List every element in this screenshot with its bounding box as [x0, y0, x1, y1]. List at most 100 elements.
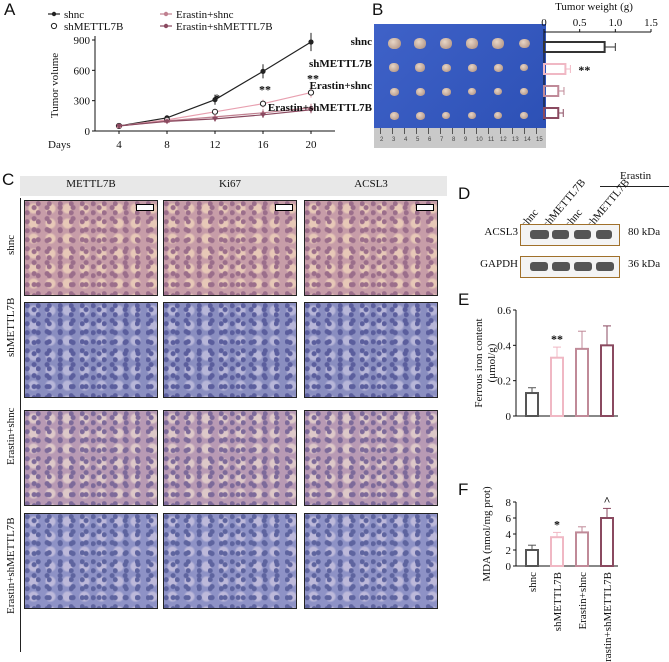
weight-bar: [543, 41, 606, 53]
tumor-row-label: shMETTL7B: [309, 58, 372, 70]
data-bar: [600, 344, 614, 417]
significance-label: **: [578, 63, 590, 77]
blot-frame: [520, 224, 620, 246]
significance-label: *: [214, 91, 220, 105]
tumor-specimen: [415, 63, 425, 72]
ihc-image-tile: [163, 200, 297, 296]
ruler-tick: [476, 128, 477, 134]
weight-bar: [543, 107, 560, 119]
x-tick-label: shnc: [527, 572, 539, 592]
data-point: [260, 112, 266, 118]
data-point: [211, 108, 219, 115]
tumor-specimen: [494, 88, 502, 96]
tumor-specimen: [492, 38, 504, 49]
blot-band: [574, 230, 591, 239]
tumor-specimen: [415, 111, 425, 120]
y-tick-label: 300: [74, 96, 91, 108]
blot-band: [596, 230, 612, 239]
y-tick-label: 900: [74, 35, 91, 47]
ruler-number: 3: [392, 137, 396, 143]
tumor-row-label: shnc: [350, 36, 372, 48]
tumor-specimen: [520, 64, 528, 72]
ruler-number: 6: [428, 137, 432, 143]
ruler-number: 15: [536, 137, 543, 143]
panel-label-e: E: [458, 290, 470, 309]
ihc-image-tile: [24, 410, 158, 506]
ruler-number: 13: [512, 137, 519, 143]
ihc-image-tile: [163, 302, 297, 398]
ruler-tick: [488, 128, 489, 134]
band-size: 36 kDa: [628, 258, 661, 270]
tumor-row-label: Erastin+shMETTL7B: [267, 102, 372, 114]
data-bar: [525, 392, 539, 417]
ihc-image-tile: [163, 513, 297, 609]
ihc-image-tile: [24, 200, 158, 296]
ruler-number: 11: [488, 137, 495, 143]
tumor-specimen: [389, 111, 399, 120]
ihc-image-tile: [24, 513, 158, 609]
tumor-specimen: [520, 88, 528, 96]
ihc-image-tile: [304, 302, 438, 398]
x-tick-label: 16: [258, 139, 270, 151]
legend-label: shMETTL7B: [64, 21, 123, 33]
weight-bar: [543, 85, 560, 97]
western-blot-panel: Erastin shnc shMETTL7B shnc shMETTL7B ACSL3 80…: [470, 170, 669, 286]
scale-bar: [275, 204, 293, 211]
y-tick-label: 0: [506, 561, 512, 573]
blot-band: [530, 230, 549, 239]
blot-band: [574, 262, 592, 271]
ruler-tick: [428, 128, 429, 134]
data-point: [164, 119, 170, 125]
band-name: GAPDH: [480, 258, 518, 270]
ruler-tick: [392, 128, 393, 134]
data-point: [212, 97, 218, 103]
data-point: [308, 39, 314, 45]
y-axis-label: Tumor volume: [49, 53, 61, 118]
lane-label: shMETTL7B: [584, 176, 633, 230]
ihc-image-tile: [304, 410, 438, 506]
x-tick-label: 1.0: [608, 17, 622, 29]
y-tick-label: 0: [85, 126, 91, 138]
tumor-specimen: [440, 38, 452, 49]
blot-band: [530, 262, 548, 271]
x-tick-label: 0.5: [573, 17, 587, 29]
ihc-column-header: METTL7B: [66, 178, 116, 190]
chart-title: Tumor weight (g): [555, 1, 633, 13]
tumor-specimen: [468, 88, 476, 96]
y-tick-label: 0.6: [497, 305, 511, 317]
panel-label-c: C: [2, 170, 15, 189]
ruler-number: 7: [440, 137, 444, 143]
ruler-tick: [524, 128, 525, 134]
ihc-column-header: Ki67: [219, 178, 241, 190]
x-tick-label: 1.5: [644, 17, 658, 29]
band-size: 80 kDa: [628, 226, 661, 238]
ihc-column-header: ACSL3: [354, 178, 388, 190]
legend-label: Erastin+shMETTL7B: [176, 21, 273, 33]
y-tick-label: 8: [506, 497, 512, 509]
ruler-tick: [380, 128, 381, 134]
ruler-number: 5: [416, 137, 420, 143]
legend-marker: [51, 11, 57, 17]
legend-marker: [163, 23, 169, 29]
x-axis-label: Days: [48, 139, 71, 151]
legend-label: Erastin+shnc: [176, 9, 234, 21]
x-tick-label: 4: [116, 139, 122, 151]
tumor-specimen: [441, 63, 451, 72]
ruler-tick: [500, 128, 501, 134]
panel-label-b: B: [372, 0, 384, 19]
significance-label: ^: [604, 493, 611, 507]
x-tick-label: shMETTL7B: [552, 572, 564, 631]
ruler-tick: [440, 128, 441, 134]
data-point: [259, 100, 267, 107]
tumor-specimen: [441, 87, 451, 96]
tumor-row-label: Erastin+shnc: [309, 80, 372, 92]
y-tick-label: 4: [506, 529, 512, 541]
significance-label: **: [551, 332, 563, 346]
tumor-specimen: [389, 63, 399, 72]
ruler-tick: [512, 128, 513, 134]
x-tick-label: 8: [164, 139, 170, 151]
ihc-image-tile: [304, 513, 438, 609]
data-bar: [550, 536, 564, 567]
ihc-image-tile: [304, 200, 438, 296]
